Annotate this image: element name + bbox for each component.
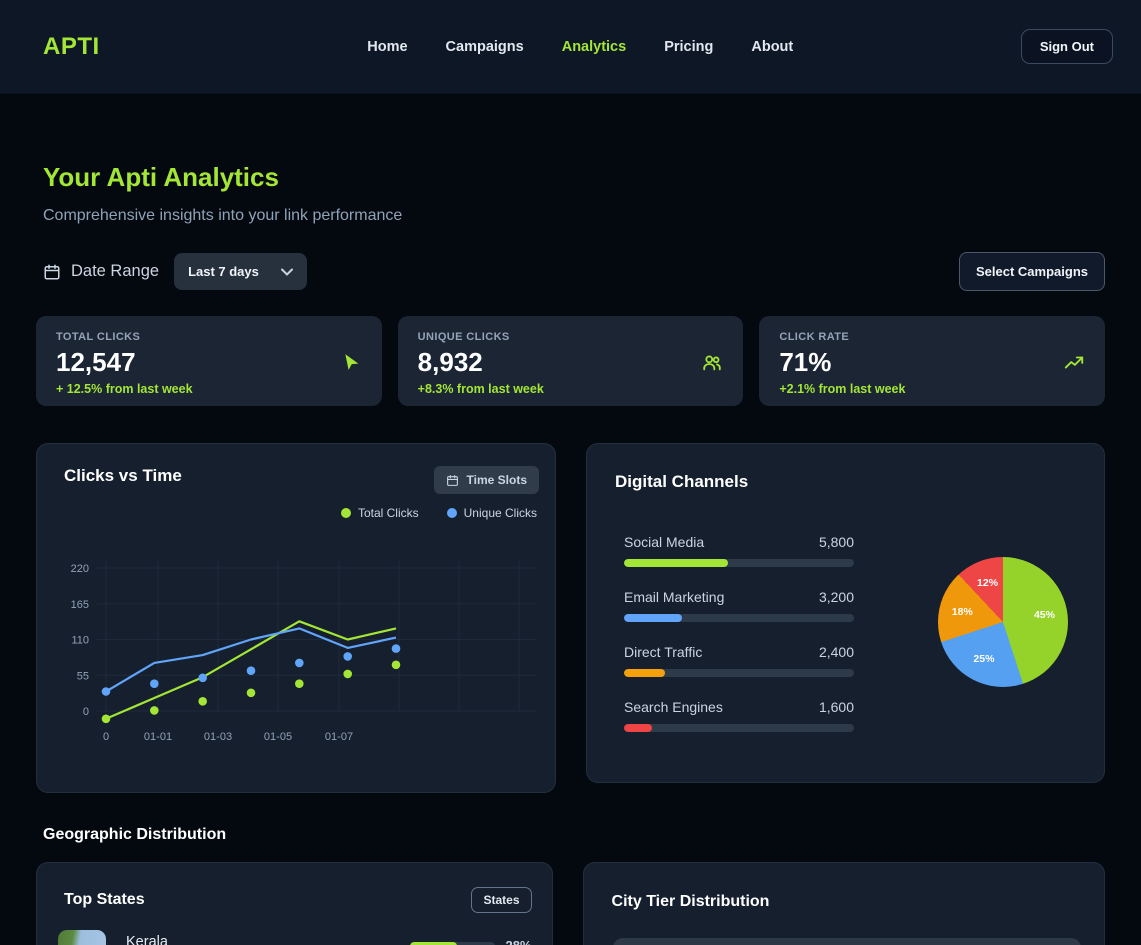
cursor-click-icon: [345, 354, 359, 370]
svg-text:220: 220: [71, 563, 89, 575]
channel-value: 5,800: [818, 534, 854, 550]
channel-progress-track: [624, 724, 854, 732]
time-slots-button[interactable]: Time Slots: [433, 466, 539, 494]
users-icon: [703, 355, 722, 371]
pie-slice-label: 25%: [973, 653, 995, 666]
chevron-down-icon: [280, 268, 293, 276]
state-progress-track: [410, 941, 496, 945]
svg-text:01-01: 01-01: [144, 731, 172, 743]
svg-text:165: 165: [71, 599, 89, 611]
stat-card-unique-clicks: UNIQUE CLICKS 8,932 +8.3% from last week: [397, 316, 744, 406]
state-photo-thumbnail: [58, 930, 106, 945]
state-name: Kerala: [126, 934, 168, 945]
state-progress-fill: [410, 941, 458, 945]
channel-progress-track: [624, 559, 854, 567]
stat-value: 8,932: [417, 347, 483, 377]
stat-card-click-rate: CLICK RATE 71% +2.1% from last week: [759, 316, 1106, 406]
select-campaigns-button[interactable]: Select Campaigns: [959, 252, 1105, 291]
channel-progress-track: [624, 614, 854, 622]
channel-name: Search Engines: [624, 699, 723, 715]
svg-text:0: 0: [83, 706, 89, 718]
charts-row: Clicks vs Time Time Slots Total Clicks U…: [36, 443, 1105, 793]
svg-text:110: 110: [71, 635, 89, 647]
app-logo[interactable]: APTI: [43, 32, 100, 60]
nav-item-about[interactable]: About: [751, 38, 794, 55]
channel-name: Social Media: [624, 534, 705, 550]
channel-list: Social Media 5,800 Email Marketing 3,200…: [624, 534, 854, 754]
channel-name: Email Marketing: [624, 589, 725, 605]
channel-row-direct-traffic: Direct Traffic 2,400: [624, 644, 854, 677]
stat-label: CLICK RATE: [779, 331, 850, 343]
pie-slice-label: 45%: [1033, 609, 1055, 622]
state-row-kerala: Kerala 28%: [58, 930, 532, 945]
channel-row-search-engines: Search Engines 1,600: [624, 699, 854, 732]
top-nav-bar: APTI Home Campaigns Analytics Pricing Ab…: [0, 0, 1141, 94]
geo-heading: Geographic Distribution: [43, 826, 227, 843]
stat-label: UNIQUE CLICKS: [417, 331, 510, 343]
svg-text:01-03: 01-03: [204, 731, 232, 743]
calendar-icon: [44, 264, 60, 279]
stat-change: + 12.5% from last week: [56, 382, 193, 396]
stat-value: 12,547: [56, 347, 136, 377]
channel-progress-track: [624, 669, 854, 677]
city-tier-panel: City Tier Distribution: [582, 862, 1105, 945]
channel-value: 2,400: [818, 644, 854, 660]
page-subtitle: Comprehensive insights into your link pe…: [43, 207, 403, 224]
pie-slice-label: 18%: [951, 605, 973, 618]
channels-panel-title: Digital Channels: [615, 472, 749, 491]
digital-channels-panel: Digital Channels Social Media 5,800 Emai…: [586, 443, 1105, 783]
legend-unique-clicks: Unique Clicks: [446, 506, 537, 520]
calendar-icon: [446, 474, 458, 486]
nav-item-pricing[interactable]: Pricing: [664, 38, 714, 55]
channel-value: 1,600: [818, 699, 854, 715]
channels-pie-chart: 45% 25% 18% 12%: [938, 557, 1068, 687]
date-range-label-group: Date Range: [43, 262, 159, 281]
top-states-title: Top States: [64, 891, 145, 908]
channel-progress-fill: [624, 669, 666, 677]
date-range-label: Date Range: [71, 262, 160, 280]
sign-out-button[interactable]: Sign Out: [1020, 29, 1113, 64]
svg-text:01-05: 01-05: [264, 731, 292, 743]
channel-name: Direct Traffic: [624, 644, 703, 660]
city-tier-title: City Tier Distribution: [611, 893, 770, 910]
svg-text:0: 0: [103, 731, 109, 743]
clicks-vs-time-panel: Clicks vs Time Time Slots Total Clicks U…: [36, 443, 556, 793]
legend-dot-green: [340, 508, 351, 518]
legend-total-clicks: Total Clicks: [340, 506, 419, 520]
trending-up-icon: [1064, 356, 1084, 369]
channel-progress-fill: [624, 724, 652, 732]
states-toggle-button[interactable]: States: [471, 887, 532, 913]
state-percent: 28%: [505, 938, 531, 945]
nav-item-analytics[interactable]: Analytics: [561, 38, 627, 55]
nav-item-campaigns[interactable]: Campaigns: [445, 38, 524, 55]
page-title: Your Apti Analytics: [43, 162, 279, 192]
svg-text:01-07: 01-07: [325, 731, 353, 743]
stat-card-total-clicks: TOTAL CLICKS 12,547 + 12.5% from last we…: [36, 316, 382, 406]
top-states-panel: Top States States Kerala 28%: [36, 862, 553, 945]
clicks-panel-title: Clicks vs Time: [64, 466, 182, 485]
channel-value: 3,200: [818, 589, 854, 605]
date-range-select[interactable]: Last 7 days: [174, 253, 307, 290]
chart-legend: Total Clicks Unique Clicks: [37, 494, 555, 520]
channel-row-email-marketing: Email Marketing 3,200: [624, 589, 854, 622]
legend-dot-blue: [446, 508, 457, 518]
geo-row: Top States States Kerala 28% City Tier D…: [36, 862, 1105, 945]
stats-row: TOTAL CLICKS 12,547 + 12.5% from last we…: [36, 316, 1106, 406]
channel-progress-fill: [624, 614, 682, 622]
city-tier-bar: [612, 938, 1081, 945]
pie-slice-label: 12%: [977, 576, 999, 589]
channel-row-social-media: Social Media 5,800: [624, 534, 854, 567]
stat-change: +8.3% from last week: [417, 382, 544, 396]
nav-item-home[interactable]: Home: [367, 38, 408, 55]
stat-value: 71%: [779, 347, 832, 377]
clicks-line-chart: 0 55 110 165 220 0 01-01 01-03 01-05 01-07: [71, 561, 537, 743]
stat-change: +2.1% from last week: [779, 382, 906, 396]
svg-text:55: 55: [77, 670, 89, 682]
channel-progress-fill: [624, 559, 728, 567]
main-nav: Home Campaigns Analytics Pricing About: [327, 39, 793, 55]
stat-label: TOTAL CLICKS: [56, 331, 141, 343]
controls-row: Date Range Last 7 days Select Campaigns: [36, 252, 1105, 291]
